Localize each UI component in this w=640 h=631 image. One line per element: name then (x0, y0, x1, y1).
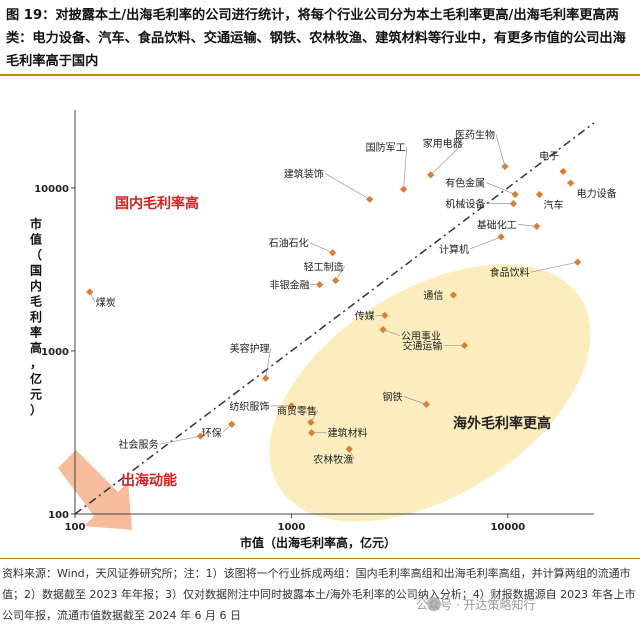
y-axis-title: 市值（国内毛利率高，亿元） (30, 216, 42, 417)
point-label: 传媒 (355, 310, 375, 322)
source-note: 资料来源：Wind，天风证券研究所；注：1）该图将一个行业拆成两组：国内毛利率高… (2, 567, 636, 622)
point-label: 纺织服饰 (229, 400, 269, 413)
tick-labels: 市值（国内毛利率高，亿元） 100 1000 10000 100 1000 10000 (30, 184, 525, 533)
data-point (86, 288, 94, 296)
momentum-arrow (58, 450, 132, 530)
footer-divider (0, 558, 640, 559)
point-leader-line (485, 182, 516, 195)
point-leader-line (403, 147, 408, 190)
point-label: 农林牧渔 (313, 453, 353, 466)
data-point (366, 195, 374, 203)
data-point (381, 311, 389, 320)
parity-diagonal-line (74, 122, 595, 515)
figure-title: 图 19：对披露本土/出海毛利率的公司进行统计，将每个行业公司分为本土毛利率更高… (6, 8, 626, 69)
x-tick-label: 100 (65, 522, 86, 533)
point-label: 钢铁 (382, 390, 402, 403)
data-point (379, 326, 387, 334)
point-label: 商贸零售 (277, 404, 317, 417)
axes (71, 110, 595, 518)
point-label: 轻工制造 (304, 261, 344, 274)
point-label: 国防军工 (366, 141, 406, 154)
y-tick-label: 10000 (34, 184, 69, 195)
scatter-chart: 市值（国内毛利率高，亿元） 100 1000 10000 100 1000 10000 国防… (30, 110, 617, 550)
point-leader-line (495, 134, 506, 167)
y-tick-label: 100 (48, 510, 69, 521)
point-leader-line (348, 448, 355, 460)
overseas-region-ellipse (269, 264, 591, 522)
point-label: 美容护理 (230, 342, 270, 355)
point-leader-line (324, 173, 370, 200)
point-label: 非银金融 (270, 279, 310, 292)
point-label: 基础化工 (477, 218, 517, 231)
x-tick-label: 10000 (490, 522, 525, 533)
point-label: 电子 (539, 149, 559, 162)
point-leader-line (430, 142, 464, 176)
point-label: 交通运输 (402, 339, 442, 352)
x-axis-title: 市值（出海毛利率高，亿元） (240, 535, 396, 550)
point-leader-line (265, 348, 271, 379)
point-leader-line (469, 236, 502, 250)
point-leader-line (89, 291, 96, 303)
point-label: 社会服务 (118, 438, 158, 451)
data-point (567, 179, 575, 187)
point-leader-line (335, 266, 345, 281)
point-leader-line (159, 435, 201, 445)
data-point (535, 190, 544, 199)
data-point (559, 167, 567, 176)
point-label: 建筑材料 (328, 427, 368, 440)
point-leader-line (222, 424, 232, 433)
point-label: 电力设备 (577, 187, 617, 200)
point-leader-line (310, 410, 319, 423)
watermark: 公众号 · 开达策略知行 (416, 598, 536, 612)
x-tick-label: 1000 (278, 522, 306, 533)
momentum-label: 出海动能 (121, 472, 177, 489)
domestic-higher-label: 国内毛利率高 (115, 195, 199, 212)
point-leader-line (517, 224, 537, 227)
y-tick-label: 1000 (41, 347, 69, 358)
data-point (574, 258, 582, 266)
point-label: 石油石化 (269, 237, 309, 250)
wechat-icon (427, 597, 441, 611)
point-leader-line (530, 261, 578, 273)
point-label: 公用事业 (401, 330, 441, 343)
overseas-higher-label: 海外毛利率更高 (453, 415, 551, 432)
point-label: 家用电器 (423, 137, 463, 150)
data-point (329, 249, 337, 257)
point-label: 环保 (202, 426, 222, 439)
point-label: 计算机 (439, 243, 469, 256)
point-label: 建筑装饰 (284, 167, 324, 180)
point-leader-line (403, 396, 427, 405)
point-label: 汽车 (543, 198, 563, 211)
point-label: 医药生物 (455, 129, 495, 142)
point-label: 食品饮料 (490, 266, 530, 279)
point-label: 通信 (423, 290, 443, 302)
point-label: 有色金属 (445, 176, 485, 189)
point-label: 煤炭 (96, 296, 116, 309)
point-leader-line (309, 242, 333, 254)
title-divider (0, 74, 640, 76)
point-leader-line (382, 329, 401, 336)
data-point (332, 276, 340, 285)
data-point (287, 402, 296, 410)
annotations: 国内毛利率高 海外毛利率更高 出海动能 市值（出海毛利率高，亿元） (115, 195, 551, 550)
background-layer (58, 264, 591, 530)
point-label: 机械设备 (445, 198, 485, 211)
